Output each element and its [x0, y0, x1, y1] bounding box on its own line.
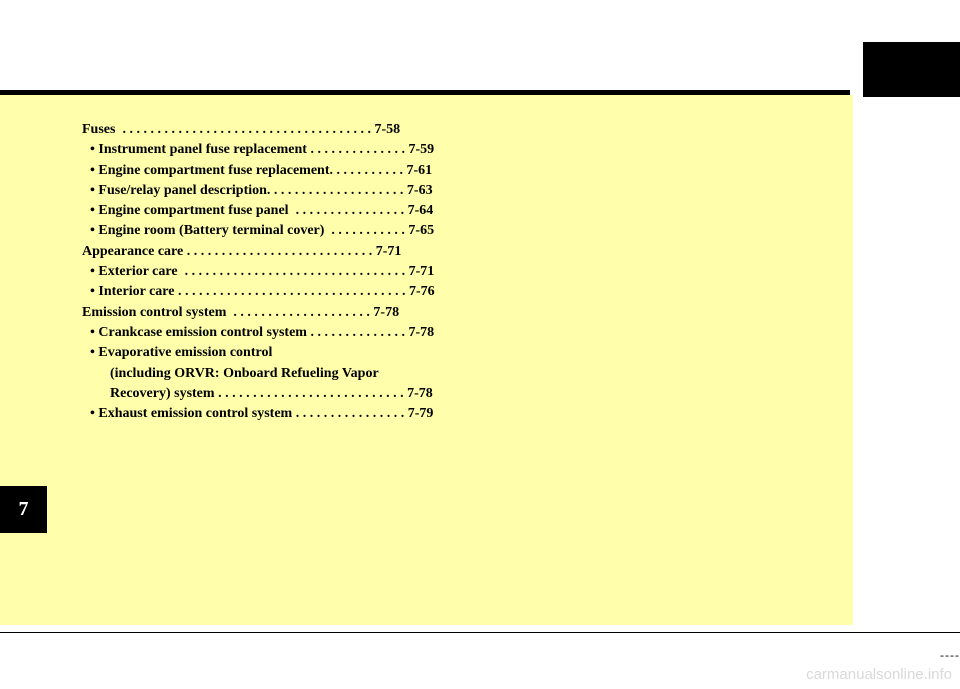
toc-line: • Fuse/relay panel description. . . . . … — [82, 181, 435, 201]
section-number: 7 — [19, 498, 29, 521]
toc-line: Emission control system . . . . . . . . … — [82, 303, 435, 323]
toc-line: • Interior care . . . . . . . . . . . . … — [82, 282, 435, 302]
toc-line: • Instrument panel fuse replacement . . … — [82, 140, 435, 160]
toc-line: • Exhaust emission control system . . . … — [82, 404, 435, 424]
toc-line: Recovery) system . . . . . . . . . . . .… — [82, 384, 435, 404]
toc-line: • Engine compartment fuse replacement. .… — [82, 161, 435, 181]
section-tab: 7 — [0, 486, 47, 533]
toc-line: • Crankcase emission control system . . … — [82, 323, 435, 343]
toc-line: (including ORVR: Onboard Refueling Vapor — [82, 364, 435, 384]
toc-line: • Engine compartment fuse panel . . . . … — [82, 201, 435, 221]
table-of-contents: Fuses . . . . . . . . . . . . . . . . . … — [82, 120, 435, 424]
toc-line: • Engine room (Battery terminal cover) .… — [82, 221, 435, 241]
toc-line: • Evaporative emission control — [82, 343, 435, 363]
toc-line: Appearance care . . . . . . . . . . . . … — [82, 242, 435, 262]
top-spacer — [0, 0, 960, 85]
bottom-rule — [0, 632, 960, 633]
corner-block — [863, 42, 960, 97]
content-panel: Fuses . . . . . . . . . . . . . . . . . … — [0, 95, 853, 625]
watermark: carmanualsonline.info — [806, 666, 952, 683]
toc-line: • Exterior care . . . . . . . . . . . . … — [82, 262, 435, 282]
dash-marks: ---- — [940, 648, 960, 663]
toc-line: Fuses . . . . . . . . . . . . . . . . . … — [82, 120, 435, 140]
